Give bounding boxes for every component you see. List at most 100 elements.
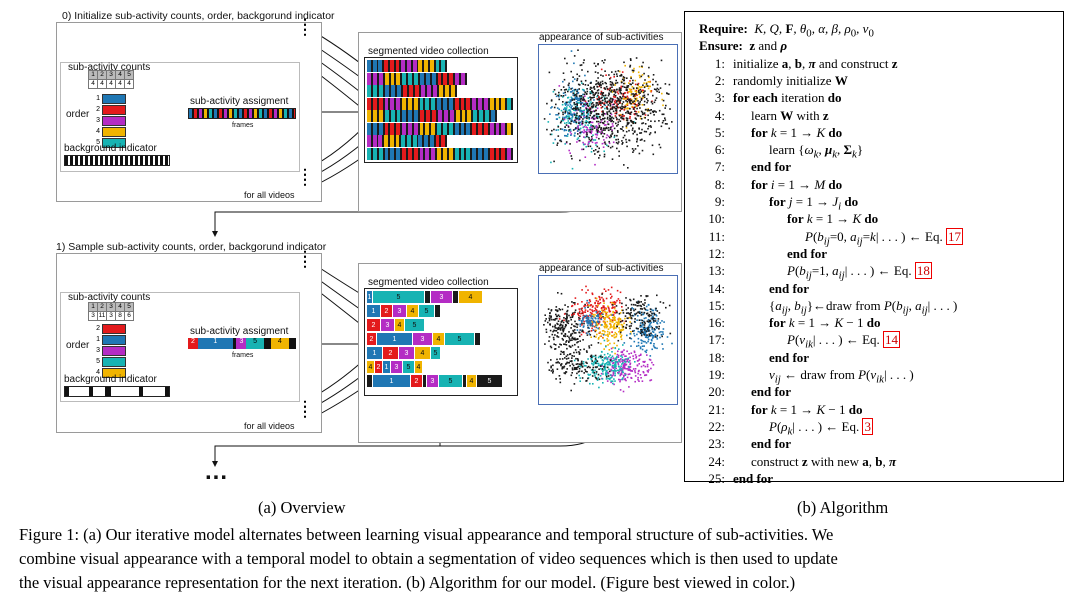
scatter-point [547, 121, 550, 123]
scatter-point [578, 312, 581, 314]
scatter-point [591, 105, 594, 107]
scatter-point [604, 322, 606, 324]
scatter-point [609, 105, 612, 107]
scatter-point [613, 307, 616, 310]
scatter-point [583, 112, 585, 114]
scatter-point [580, 362, 583, 364]
segmented-video-row [367, 122, 514, 135]
scatter-point [564, 326, 567, 328]
scatter-point [641, 322, 644, 324]
scatter-point [561, 119, 563, 122]
scatter-point [614, 336, 616, 339]
scatter-point [626, 102, 629, 105]
scatter-point [573, 367, 576, 369]
scatter-point [567, 90, 569, 93]
scatter-point [614, 301, 617, 304]
scatter-point [604, 94, 607, 97]
scatter-point [601, 113, 603, 116]
scatter-point [581, 122, 584, 125]
scatter-point [558, 116, 561, 119]
scatter-point [594, 322, 597, 324]
scatter-point [632, 149, 635, 152]
algorithm-line: 18: end for [708, 349, 810, 365]
scatter-point [637, 315, 639, 317]
scatter-point [641, 66, 643, 68]
scatter-point [632, 71, 634, 73]
scatter-point [571, 368, 574, 371]
scatter-point [661, 335, 663, 338]
scatter-point [649, 355, 652, 357]
scatter-point [587, 121, 589, 123]
scatter-point [632, 355, 634, 357]
scatter-point [595, 127, 598, 129]
scatter-point [603, 321, 605, 323]
scatter-point [586, 111, 588, 114]
scatter-point [611, 331, 613, 333]
scatter-point [635, 118, 637, 120]
scatter-point [593, 127, 596, 129]
scatter-point [586, 90, 589, 93]
scatter-point [587, 84, 589, 86]
scatter-point [551, 333, 554, 336]
scatter-point [584, 368, 586, 371]
scatter-point [599, 121, 602, 124]
scatter-point [600, 372, 603, 375]
scatter-point [658, 312, 661, 314]
scatter-point [658, 325, 660, 328]
scatter-point [595, 356, 597, 359]
scatter-point [661, 98, 663, 101]
scatter-point [633, 94, 636, 96]
scatter-point [581, 321, 583, 323]
scatter-point [589, 308, 591, 311]
scatter-point [595, 109, 597, 112]
scatter-point [598, 322, 600, 325]
scatter-point [574, 128, 576, 130]
scatter-point [585, 120, 588, 122]
scatter-point [637, 376, 639, 379]
scatter-point [578, 316, 580, 319]
scatter-point [578, 99, 580, 101]
scatter-point [608, 140, 610, 143]
scatter-point [617, 123, 619, 126]
scatter-point [615, 335, 618, 338]
scatter-point [563, 327, 566, 330]
scatter-point [635, 99, 638, 101]
scatter-point [640, 132, 643, 134]
scatter-point [628, 316, 630, 319]
scatter-point [556, 322, 558, 325]
scatter-point [605, 366, 607, 369]
scatter-point [660, 59, 663, 62]
scatter-point [651, 328, 653, 331]
scatter-point [605, 378, 608, 380]
scatter-point [590, 125, 592, 127]
scatter-point [611, 158, 614, 160]
scatter-point [604, 357, 606, 359]
step1-counts-label: sub-activity counts [68, 292, 151, 303]
scatter-point [583, 115, 585, 118]
scatter-point [595, 373, 598, 375]
scatter-point [635, 357, 637, 359]
scatter-point [554, 329, 556, 332]
scatter-point [609, 108, 612, 111]
scatter-point [604, 363, 606, 366]
scatter-point [580, 80, 583, 83]
algorithm-line: Require: K, Q, F, θ0, α, β, ρ0, ν0 [699, 21, 874, 40]
scatter-point [618, 331, 620, 333]
scatter-point [587, 365, 590, 368]
scatter-point [612, 314, 615, 316]
scatter-point [648, 313, 651, 316]
scatter-point [579, 325, 582, 327]
scatter-point [643, 324, 646, 326]
scatter-point [550, 107, 552, 109]
scatter-point [619, 329, 621, 331]
scatter-point [570, 91, 573, 93]
scatter-point [647, 314, 650, 317]
scatter-point [568, 331, 570, 333]
scatter-point [564, 304, 566, 306]
scatter-point [611, 129, 613, 131]
scatter-point [576, 112, 578, 114]
scatter-point [566, 310, 568, 313]
scatter-point [637, 370, 640, 373]
scatter-point [597, 72, 599, 74]
